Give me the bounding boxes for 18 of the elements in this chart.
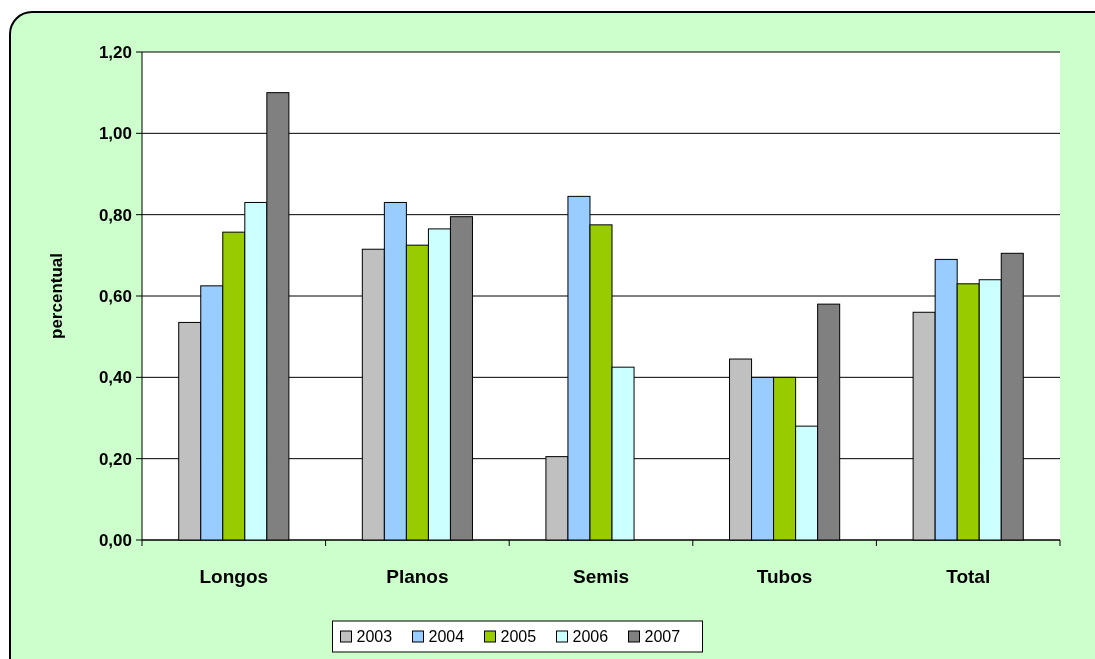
x-tick-label: Total (946, 566, 991, 587)
y-tick-label: 0,60 (98, 286, 132, 306)
y-tick-label: 1,00 (98, 124, 132, 144)
x-tick-label: Tubos (756, 566, 813, 587)
legend-label: 2006 (572, 628, 609, 645)
y-tick-label: 0,40 (98, 368, 132, 388)
legend-label: 2003 (356, 628, 393, 645)
x-tick-label: Semis (573, 566, 629, 587)
legend-label: 2004 (428, 628, 465, 645)
x-tick-label: Longos (199, 566, 269, 587)
y-tick-label: 0,00 (98, 530, 132, 550)
y-axis-title: percentual (47, 253, 66, 339)
legend-label: 2005 (500, 628, 537, 645)
y-tick-label: 1,20 (98, 42, 132, 62)
y-tick-label: 0,80 (98, 205, 132, 225)
legend-label: 2007 (644, 628, 681, 645)
x-tick-label: Planos (386, 566, 449, 587)
y-tick-label: 0,20 (98, 449, 132, 469)
